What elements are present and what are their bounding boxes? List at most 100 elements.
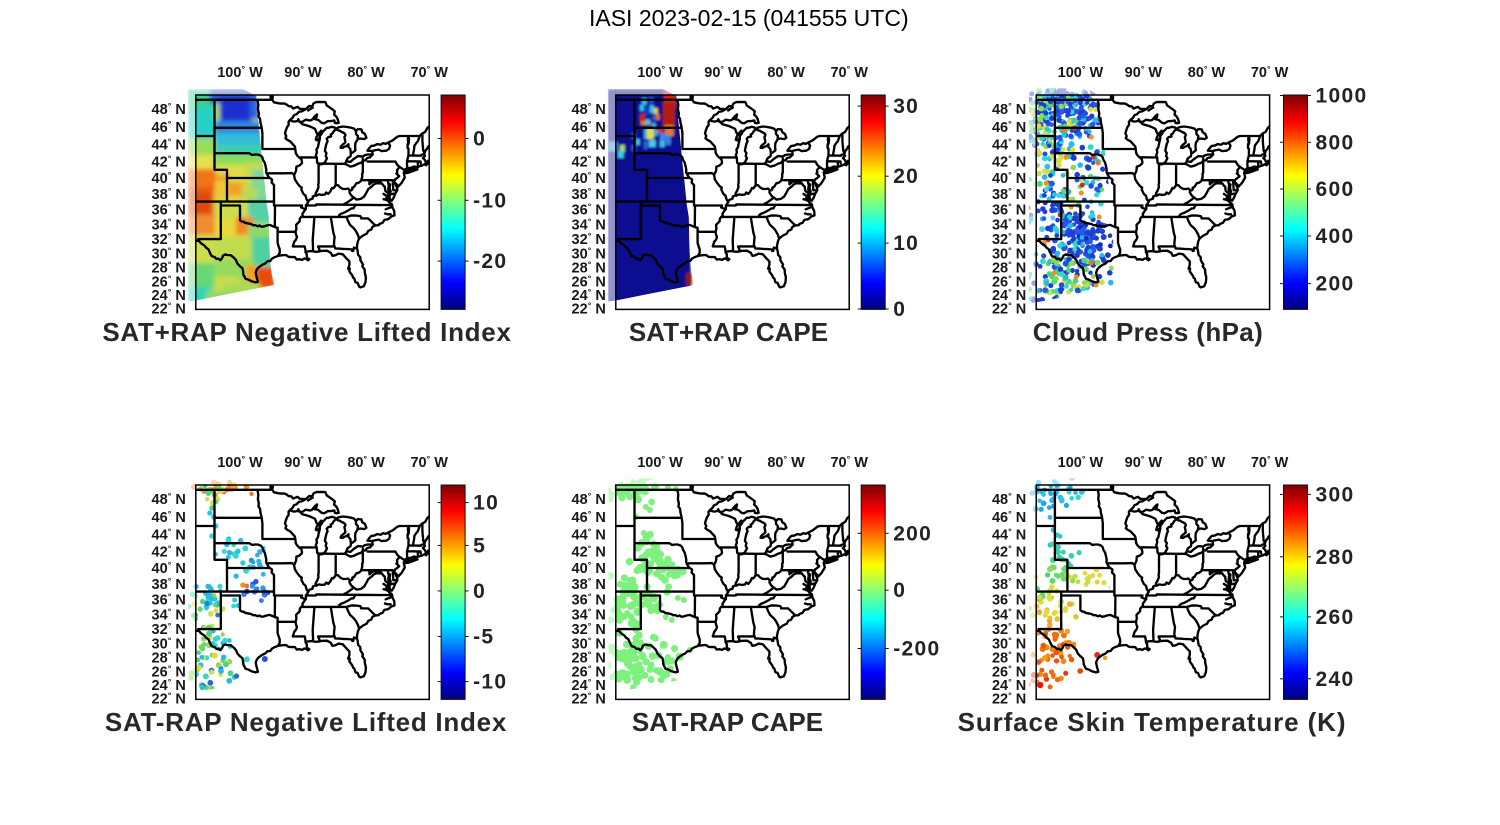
svg-text:22° N: 22° N [152,691,186,708]
svg-text:24° N: 24° N [572,677,606,694]
svg-text:-200: -200 [893,638,940,661]
svg-text:34° N: 34° N [152,216,186,233]
svg-text:100° W: 100° W [217,64,263,81]
svg-text:32° N: 32° N [572,231,606,248]
svg-text:70° W: 70° W [830,64,868,81]
svg-text:48° N: 48° N [152,491,186,508]
svg-text:0: 0 [473,128,486,151]
svg-text:80° W: 80° W [347,454,385,471]
svg-text:44° N: 44° N [992,137,1026,154]
svg-text:46° N: 46° N [152,119,186,136]
svg-text:10: 10 [893,232,919,255]
svg-text:46° N: 46° N [572,119,606,136]
svg-text:90° W: 90° W [1125,454,1163,471]
svg-text:26° N: 26° N [992,274,1026,291]
svg-text:70° W: 70° W [1251,64,1289,81]
svg-text:30: 30 [893,95,919,118]
svg-text:90° W: 90° W [704,64,742,81]
svg-text:SAT+RAP Negative Lifted Index: SAT+RAP Negative Lifted Index [102,317,511,347]
svg-text:44° N: 44° N [572,527,606,544]
svg-text:22° N: 22° N [572,691,606,708]
svg-text:80° W: 80° W [1188,454,1226,471]
svg-text:34° N: 34° N [992,606,1026,623]
svg-text:42° N: 42° N [572,154,606,171]
svg-text:44° N: 44° N [572,137,606,154]
svg-text:-10: -10 [473,671,507,694]
svg-text:32° N: 32° N [152,231,186,248]
svg-text:36° N: 36° N [152,201,186,218]
svg-text:Surface Skin Temperature (K): Surface Skin Temperature (K) [958,707,1347,737]
svg-text:28° N: 28° N [572,650,606,667]
svg-text:48° N: 48° N [572,101,606,118]
svg-text:22° N: 22° N [572,301,606,318]
svg-text:22° N: 22° N [992,691,1026,708]
svg-text:34° N: 34° N [572,216,606,233]
svg-text:100° W: 100° W [637,64,683,81]
svg-text:Cloud Press (hPa): Cloud Press (hPa) [1033,317,1263,347]
svg-text:46° N: 46° N [572,509,606,526]
svg-text:28° N: 28° N [572,260,606,277]
svg-text:200: 200 [893,522,932,545]
svg-text:26° N: 26° N [572,664,606,681]
svg-text:20: 20 [893,165,919,188]
svg-text:36° N: 36° N [992,591,1026,608]
svg-text:40° N: 40° N [992,560,1026,577]
svg-text:240: 240 [1316,668,1355,691]
svg-text:80° W: 80° W [1188,64,1226,81]
svg-text:70° W: 70° W [410,454,448,471]
svg-text:24° N: 24° N [992,287,1026,304]
svg-text:30° N: 30° N [992,636,1026,653]
svg-text:22° N: 22° N [152,301,186,318]
svg-text:80° W: 80° W [767,454,805,471]
svg-text:44° N: 44° N [152,137,186,154]
svg-text:48° N: 48° N [572,491,606,508]
svg-text:SAT+RAP CAPE: SAT+RAP CAPE [629,317,828,347]
svg-text:46° N: 46° N [992,509,1026,526]
svg-text:40° N: 40° N [152,170,186,187]
svg-text:26° N: 26° N [572,274,606,291]
svg-text:30° N: 30° N [992,246,1026,263]
svg-text:30° N: 30° N [572,636,606,653]
svg-text:24° N: 24° N [572,287,606,304]
svg-text:26° N: 26° N [152,664,186,681]
svg-text:70° W: 70° W [410,64,448,81]
svg-text:42° N: 42° N [992,154,1026,171]
svg-text:300: 300 [1316,483,1355,506]
svg-text:70° W: 70° W [830,454,868,471]
svg-text:0: 0 [893,579,906,602]
svg-text:1000: 1000 [1316,85,1368,108]
svg-text:800: 800 [1316,131,1355,154]
svg-text:32° N: 32° N [992,621,1026,638]
svg-text:-10: -10 [473,189,507,212]
svg-text:-20: -20 [473,250,507,273]
svg-text:SAT-RAP CAPE: SAT-RAP CAPE [632,707,823,737]
svg-text:90° W: 90° W [1125,64,1163,81]
svg-text:100° W: 100° W [1058,454,1104,471]
svg-text:36° N: 36° N [572,201,606,218]
svg-text:26° N: 26° N [992,664,1026,681]
svg-text:40° N: 40° N [992,170,1026,187]
svg-text:100° W: 100° W [637,454,683,471]
svg-text:5: 5 [473,534,486,557]
svg-text:28° N: 28° N [992,650,1026,667]
svg-text:42° N: 42° N [572,544,606,561]
svg-text:38° N: 38° N [152,576,186,593]
svg-text:40° N: 40° N [572,560,606,577]
svg-text:48° N: 48° N [992,101,1026,118]
svg-text:100° W: 100° W [217,454,263,471]
svg-text:36° N: 36° N [572,591,606,608]
svg-text:22° N: 22° N [992,301,1026,318]
svg-text:34° N: 34° N [992,216,1026,233]
svg-text:34° N: 34° N [152,606,186,623]
svg-text:-5: -5 [473,626,494,649]
svg-text:280: 280 [1316,546,1355,569]
svg-text:46° N: 46° N [992,119,1026,136]
svg-text:38° N: 38° N [992,576,1026,593]
svg-text:IASI 2023-02-15 (041555 UTC): IASI 2023-02-15 (041555 UTC) [589,5,909,31]
svg-text:42° N: 42° N [152,154,186,171]
svg-text:70° W: 70° W [1251,454,1289,471]
svg-text:90° W: 90° W [284,64,322,81]
svg-text:SAT-RAP Negative Lifted Index: SAT-RAP Negative Lifted Index [105,707,507,737]
svg-text:48° N: 48° N [152,101,186,118]
svg-text:0: 0 [893,298,906,321]
